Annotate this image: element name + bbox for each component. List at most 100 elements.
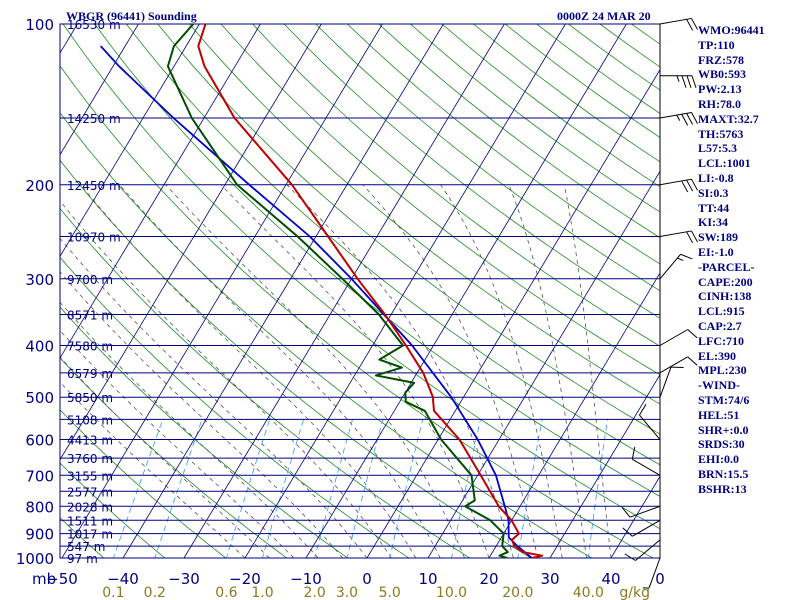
height-label: 3760 m (67, 452, 113, 466)
wind-barb-flag (686, 179, 694, 192)
index-line: SI:0.3 (698, 185, 729, 200)
dry-adiabat-line (60, 409, 227, 558)
indices-panel: WMO:96441 TP:110 FRZ:578 WB0:593 PW:2.13 RH:7… (698, 23, 765, 497)
wind-barb-flag (622, 527, 633, 537)
temp-tick-label: 40 (601, 570, 620, 588)
mixing-ratio-tick-label: 0.1 (102, 585, 124, 600)
pressure-tick-label: 800 (25, 498, 54, 516)
index-line: BSHR:13 (698, 481, 747, 496)
index-line: WB0:593 (698, 67, 746, 82)
index-line: MAXT:32.7 (698, 111, 759, 126)
dry-adiabat-line (60, 207, 471, 558)
mixing-ratio-tick-label: 10.0 (436, 585, 467, 600)
index-line: TP:110 (698, 37, 735, 52)
pressure-tick-label: 400 (25, 338, 54, 356)
height-label: 4413 m (67, 434, 113, 448)
mixing-ratio-tick-label: 0.2 (144, 585, 166, 600)
wind-barb-flag (686, 231, 694, 244)
wind-barb-flag (687, 356, 698, 366)
wind-barb-flag (686, 75, 692, 88)
wind-barb-flag (686, 113, 694, 125)
mixing-ratio-tick-label: 40.0 (573, 585, 604, 600)
dry-adiabat-line (220, 24, 660, 376)
temp-tick-label: −50 (46, 570, 78, 588)
dry-adiabat-line (189, 24, 660, 405)
isotherm-line (305, 24, 627, 558)
wind-barb (632, 458, 661, 476)
isotherm-line (60, 24, 322, 461)
temp-tick-label: −10 (290, 570, 322, 588)
height-label: 14250 m (67, 112, 121, 126)
height-label: 3155 m (67, 469, 113, 483)
moist-adiabat-line (563, 184, 612, 558)
wind-barb (659, 17, 692, 25)
moist-adiabat-line (60, 271, 343, 558)
index-line: WMO:96441 (698, 23, 765, 37)
index-line: RH:78.0 (698, 96, 741, 111)
index-line: LCL:1001 (698, 156, 751, 171)
pressure-unit-label: mb (32, 570, 56, 588)
index-line: CINH:138 (698, 289, 752, 304)
dry-adiabat-line (60, 256, 410, 558)
wind-barb-flag (691, 18, 698, 30)
isotherm-line (488, 272, 660, 558)
mixing-ratio-line (154, 419, 203, 558)
isotherms (60, 24, 660, 558)
wind-barb (659, 356, 688, 374)
wind-barb (659, 367, 672, 398)
isotherm-line (60, 24, 139, 156)
isotherm-line (60, 24, 261, 359)
wind-barb (635, 539, 661, 561)
height-label: 1017 m (67, 528, 113, 542)
height-label: 2028 m (67, 500, 113, 514)
temp-tick-label: 20 (479, 570, 498, 588)
wind-barb (659, 230, 692, 237)
index-line: EHI:0.0 (698, 452, 740, 467)
mixing-ratio-tick-label: 20.0 (502, 585, 533, 600)
index-line: LI:-0.8 (698, 170, 734, 185)
dry-adiabat-line (283, 24, 660, 319)
isotherm-line (60, 24, 200, 258)
mixing-ratio-tick-label: 2.0 (304, 585, 326, 600)
isotherm-line (427, 170, 660, 558)
height-label: 12450 m (67, 179, 121, 193)
temp-tick-label: −30 (168, 570, 200, 588)
wind-barb-flag (691, 112, 698, 124)
temp-tick-label: 30 (540, 570, 559, 588)
index-line: HEL:51 (698, 407, 740, 422)
index-line: LFC:710 (698, 333, 744, 348)
isotherm-line (549, 373, 660, 558)
index-line: MPL:230 (698, 363, 747, 378)
index-line: SW:189 (698, 230, 739, 245)
pressure-tick-label: 900 (25, 526, 54, 544)
dry-adiabat-line (60, 517, 105, 558)
dry-adiabat-line (60, 462, 166, 558)
dry-adiabat-line (60, 112, 593, 558)
moist-adiabat-line (165, 184, 465, 558)
wind-barb (659, 178, 692, 186)
wind-barb-flag (681, 113, 689, 126)
wind-barb-half (676, 75, 680, 82)
index-line: L57:5.3 (698, 141, 737, 156)
index-line: CAPE:200 (698, 274, 753, 289)
isotherm-line (61, 24, 383, 558)
wind-barb-flag (687, 329, 698, 339)
pressure-tick-label: 1000 (16, 550, 54, 568)
dry-adiabat-line (315, 24, 660, 292)
pressure-tick-label: 600 (25, 432, 54, 450)
pressure-tick-label: 500 (25, 389, 54, 407)
wind-barbs (621, 17, 698, 589)
wind-barb (659, 111, 692, 119)
wind-barb-flag (639, 403, 647, 416)
wind-barb-flag (680, 253, 693, 260)
index-line: -WIND- (698, 378, 740, 393)
height-label: 547 m (67, 540, 105, 554)
wind-barb-flag (691, 75, 697, 88)
height-label: 5108 m (67, 413, 113, 427)
wind-barb-flag (681, 180, 689, 193)
wind-barb-flag (624, 553, 636, 561)
wind-barb-half (676, 114, 681, 121)
height-label: 1511 m (67, 514, 113, 528)
temp-tick-label: 10 (418, 570, 437, 588)
